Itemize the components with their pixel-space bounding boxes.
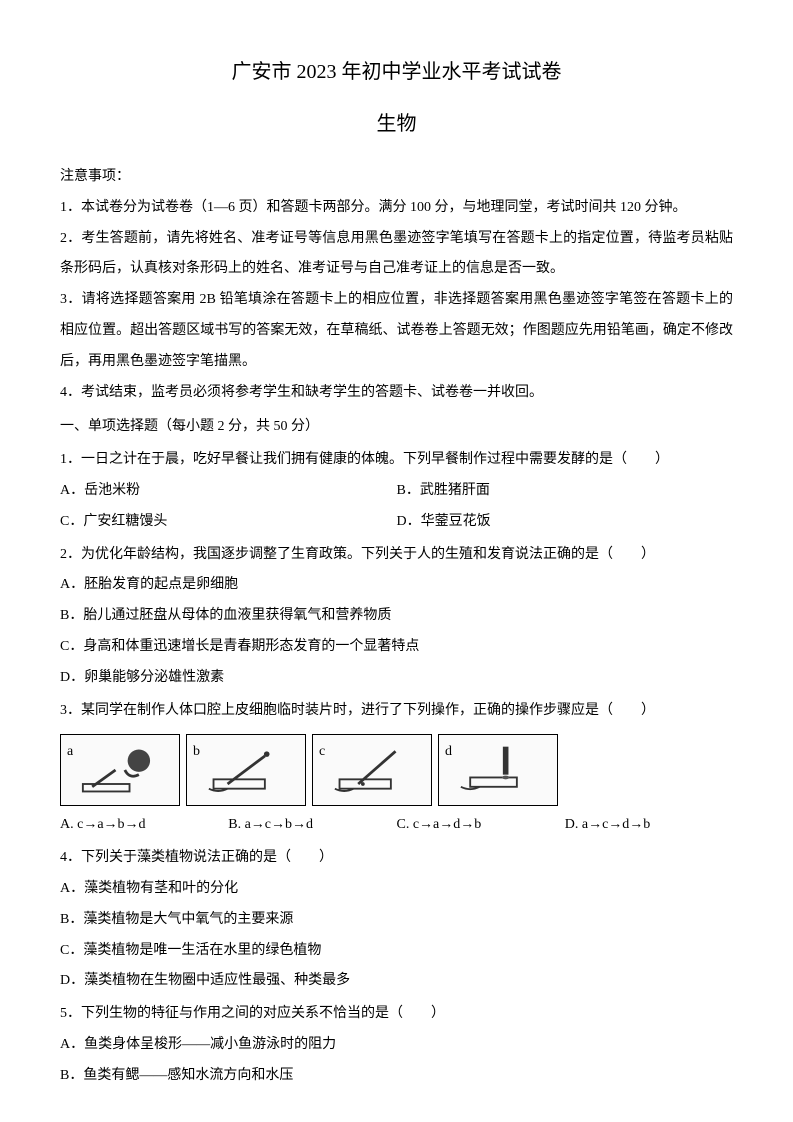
image-label-c: c: [319, 737, 325, 768]
question-3-options: A. c→a→b→d B. a→c→b→d C. c→a→d→b D. a→c→…: [60, 810, 733, 841]
question-3-image-d: d: [438, 734, 558, 806]
notice-item-4: 4．考试结束，监考员必须将参考学生和缺考学生的答题卡、试卷卷一并收回。: [60, 378, 733, 409]
question-2-option-a: A．胚胎发育的起点是卵细胞: [60, 570, 733, 601]
question-3-option-d: D. a→c→d→b: [565, 810, 733, 841]
question-4-option-a: A．藻类植物有茎和叶的分化: [60, 874, 733, 905]
question-3-image-c: c: [312, 734, 432, 806]
exam-subject: 生物: [60, 102, 733, 146]
notice-item-1: 1．本试卷分为试卷卷（1—6 页）和答题卡两部分。满分 100 分，与地理同堂，…: [60, 193, 733, 224]
notice-item-2: 2．考生答题前，请先将姓名、准考证号等信息用黑色墨迹签字笔填写在答题卡上的指定位…: [60, 224, 733, 286]
question-4-option-b: B．藻类植物是大气中氧气的主要来源: [60, 905, 733, 936]
question-3-stem: 3．某同学在制作人体口腔上皮细胞临时装片时，进行了下列操作，正确的操作步骤应是（…: [60, 696, 733, 727]
section-1-heading: 一、单项选择题（每小题 2 分，共 50 分）: [60, 412, 733, 443]
diagram-b-icon: [187, 735, 305, 805]
image-label-d: d: [445, 737, 452, 768]
diagram-c-icon: [313, 735, 431, 805]
question-4-stem: 4．下列关于藻类植物说法正确的是（ ）: [60, 843, 733, 874]
notice-heading: 注意事项：: [60, 162, 733, 193]
question-3-images: a b c d: [60, 734, 733, 806]
question-1-stem: 1．一日之计在于晨，吃好早餐让我们拥有健康的体魄。下列早餐制作过程中需要发酵的是…: [60, 445, 733, 476]
question-2-option-d: D．卵巢能够分泌雄性激素: [60, 663, 733, 694]
question-2-stem: 2．为优化年龄结构，我国逐步调整了生育政策。下列关于人的生殖和发育说法正确的是（…: [60, 540, 733, 571]
image-label-a: a: [67, 737, 73, 768]
question-5-option-a: A．鱼类身体呈梭形——减小鱼游泳时的阻力: [60, 1030, 733, 1061]
question-5-stem: 5．下列生物的特征与作用之间的对应关系不恰当的是（ ）: [60, 999, 733, 1030]
question-1-options: A．岳池米粉 B．武胜猪肝面 C．广安红糖馒头 D．华蓥豆花饭: [60, 476, 733, 538]
notice-item-3: 3．请将选择题答案用 2B 铅笔填涂在答题卡上的相应位置，非选择题答案用黑色墨迹…: [60, 285, 733, 377]
diagram-a-icon: [61, 735, 179, 805]
question-2-option-c: C．身高和体重迅速增长是青春期形态发育的一个显著特点: [60, 632, 733, 663]
question-3-image-a: a: [60, 734, 180, 806]
question-3-option-b: B. a→c→b→d: [228, 810, 396, 841]
question-1-option-b: B．武胜猪肝面: [397, 476, 734, 507]
question-1-option-d: D．华蓥豆花饭: [397, 507, 734, 538]
question-3-option-a: A. c→a→b→d: [60, 810, 228, 841]
question-3-image-b: b: [186, 734, 306, 806]
diagram-d-icon: [439, 735, 557, 805]
question-4-option-c: C．藻类植物是唯一生活在水里的绿色植物: [60, 936, 733, 967]
question-5-option-b: B．鱼类有鳃——感知水流方向和水压: [60, 1061, 733, 1092]
question-3-option-c: C. c→a→d→b: [397, 810, 565, 841]
image-label-b: b: [193, 737, 200, 768]
question-4-option-d: D．藻类植物在生物圈中适应性最强、种类最多: [60, 966, 733, 997]
question-2-option-b: B．胎儿通过胚盘从母体的血液里获得氧气和营养物质: [60, 601, 733, 632]
exam-title: 广安市 2023 年初中学业水平考试试卷: [60, 50, 733, 94]
question-1-option-a: A．岳池米粉: [60, 476, 397, 507]
question-1-option-c: C．广安红糖馒头: [60, 507, 397, 538]
